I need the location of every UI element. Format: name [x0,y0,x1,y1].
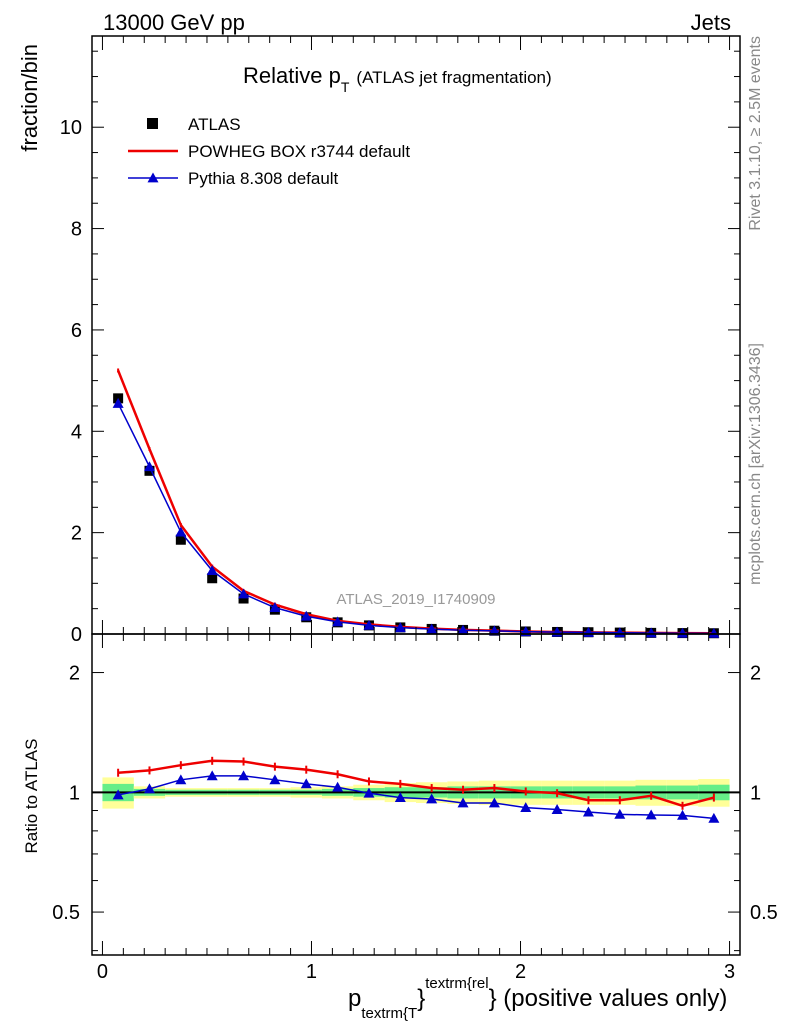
main-y-tick-label: 4 [71,421,82,443]
ratio-y-tick-label-right: 1 [750,782,761,804]
x-axis-label-sup: textrm{rel [425,975,488,992]
legend: ATLAS POWHEG BOX r3744 default Pythia 8.30… [128,115,410,188]
pythia-ratio-point [332,781,344,792]
pythia-ratio-point [238,770,250,781]
pythia-data-point [645,627,657,638]
legend-label: ATLAS [188,115,241,134]
analysis-label: ATLAS_2019_I1740909 [336,591,495,608]
powheg-ratio-line [118,759,715,808]
pythia-data-point [488,625,500,636]
plot-title-sub: T [341,79,350,95]
x-axis-label-sub: textrm{T [361,1005,417,1022]
pythia-data-point [677,627,689,638]
atlas-data-point [175,534,186,545]
x-tick-label: 0 [97,961,108,983]
pythia-ratio-point [582,806,594,817]
legend-label: POWHEG BOX r3744 default [188,142,410,161]
main-y-tick-label: 8 [71,219,82,241]
ratio-y-tick-label-right: 2 [750,663,761,685]
pythia-ratio-point [269,774,281,785]
pythia-ratio-line [117,775,714,820]
main-y-tick-label: 6 [71,320,82,342]
main-y-tick-label: 2 [71,523,82,545]
atlas-data-point [207,573,218,584]
pythia-ratio-point [394,792,406,802]
axes-layer: 0 2 4 6 8 10 0.5 0.5 1 1 2 2 0 1 2 3 [52,35,778,983]
pythia-data-point [363,619,375,630]
pythia-ratio-point [426,793,438,804]
pythia-data-point [206,565,218,576]
pythia-ratio-point [645,809,657,820]
pythia-ratio-point [363,787,375,798]
x-axis-label-main: p [348,985,361,1012]
pythia-ratio-point [206,770,218,781]
pythia-data-point [175,526,187,537]
ratio-ylabel: Ratio to ATLAS [22,739,41,854]
pythia-data-point [332,616,344,627]
pythia-data-point [708,627,720,638]
x-tick-label: 3 [724,961,735,983]
x-axis-label-brace: } [417,985,425,1012]
pythia-ratio-point [143,783,155,794]
header-left: 13000 GeV pp [103,10,245,35]
x-tick-label: 2 [515,961,526,983]
pythia-data-point [238,588,250,599]
pythia-ratio-point [175,774,187,785]
header-right: Jets [691,10,731,35]
rivet-note: Rivet 3.1.10, ≥ 2.5M events [747,36,764,231]
pythia-ratio-point [551,804,563,814]
mcplots-note: mcplots.cern.ch [arXiv:1306.3436] [747,343,764,585]
x-axis-label: ptextrm{T}textrm{rel} (positive values o… [348,975,727,1022]
x-tick-label: 1 [306,961,317,983]
legend-pythia-marker [147,172,159,183]
legend-label: Pythia 8.308 default [188,169,339,188]
ratio-y-tick-label-left: 1 [69,782,80,804]
ratio-uncertainty-bands [92,777,740,809]
pythia-data-point [112,397,124,408]
pythia-ratio-point [677,809,689,820]
ratio-series-layer [112,756,720,823]
pythia-ratio-point [520,802,532,813]
pythia-data-point [143,461,155,472]
ratio-y-tick-label-left: 2 [69,663,80,685]
pythia-data-point [269,602,281,613]
plot-title-main: Relative p [243,63,341,88]
pythia-ratio-point [614,808,626,819]
pythia-data-point [300,610,312,621]
atlas-data-point [238,593,249,604]
main-y-tick-label: 10 [60,117,82,139]
pythia-ratio-point [300,778,312,789]
pythia-ratio-point [488,797,500,808]
pythia-ratio-point [708,812,720,823]
ratio-y-tick-label-right: 0.5 [750,902,778,924]
x-axis-label-suffix: } (positive values only) [489,985,728,1012]
legend-atlas-marker [147,118,158,129]
pythia-ratio-point [457,797,469,808]
main-ylabel: fraction/bin [17,44,42,152]
pythia-data-point [394,622,406,633]
pythia-data-point [457,624,469,635]
plot-title: Relative pT (ATLAS jet fragmentation) [243,63,552,95]
pythia-data-point [426,623,438,634]
main-y-tick-label: 0 [71,624,82,646]
ratio-y-tick-label-left: 0.5 [52,902,80,924]
plot-title-suffix: (ATLAS jet fragmentation) [356,68,551,87]
pythia-ratio-point [112,789,124,800]
